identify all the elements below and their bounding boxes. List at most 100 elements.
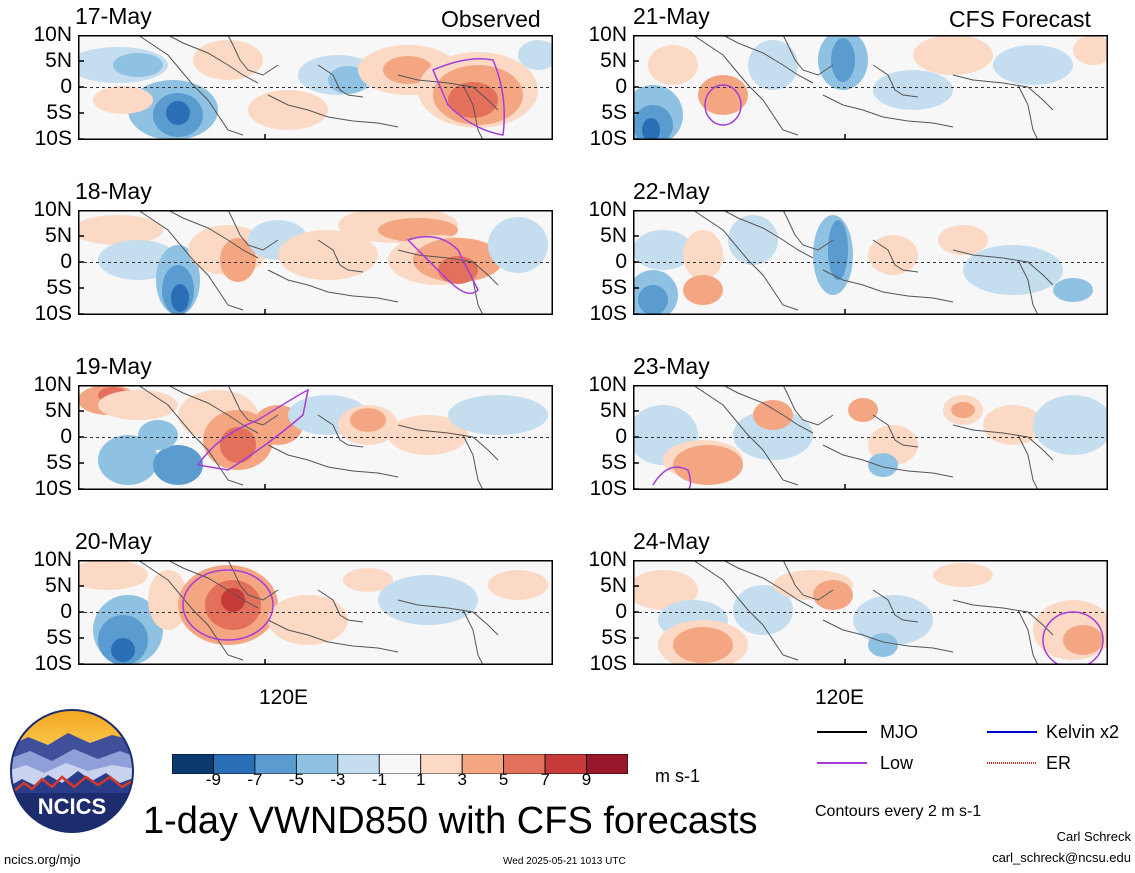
legend-kelvin: Kelvin x2 <box>1046 722 1120 742</box>
lat-label: 0 <box>60 600 72 623</box>
ncics-logo: NCICS <box>10 709 134 833</box>
anomaly-blob <box>753 400 793 430</box>
panel-date-forecast-1: 21-May <box>633 3 710 29</box>
anomaly-blob <box>633 570 698 610</box>
lat-label: 10N <box>33 373 72 396</box>
low-contour <box>406 235 479 295</box>
coastline <box>822 269 954 303</box>
lat-label: 10N <box>33 198 72 221</box>
observed-header: Observed <box>441 6 541 32</box>
lat-label: 10N <box>588 198 627 221</box>
coastline <box>952 424 1054 461</box>
lat-label: 10N <box>588 23 627 46</box>
coastline <box>462 609 484 665</box>
colorbar-segment <box>503 754 546 774</box>
anomaly-blob <box>993 45 1073 85</box>
colorbar-segment <box>544 754 587 774</box>
lat-label: 5N <box>45 49 72 72</box>
coastline <box>227 210 279 251</box>
colorbar-tick-label: 9 <box>581 770 592 789</box>
colorbar-tick-label: 3 <box>457 770 467 789</box>
anomaly-blob <box>933 563 993 587</box>
coastline <box>692 385 799 486</box>
colorbar-tick-label: -5 <box>288 770 304 789</box>
panel-date-observed-2: 18-May <box>75 178 152 204</box>
colorbar-tick-label: -1 <box>371 770 387 789</box>
logo-text: NCICS <box>38 794 106 819</box>
anomaly-blob <box>951 402 975 418</box>
lat-label: 10S <box>34 652 72 675</box>
lat-label: 5N <box>600 49 627 72</box>
colorbar-segment <box>420 754 463 774</box>
coastline <box>227 385 279 426</box>
lat-label: 10S <box>34 127 72 150</box>
lat-label: 0 <box>615 250 627 273</box>
coastline <box>397 74 499 111</box>
coastline <box>722 210 814 259</box>
lat-label: 10N <box>588 548 627 571</box>
coastline <box>872 239 919 273</box>
low-contour <box>196 388 310 471</box>
lon-label-left: 120E <box>259 686 309 709</box>
map-panel-forecast-2 <box>633 210 1108 315</box>
anomaly-blob <box>633 230 693 270</box>
lat-label: 5N <box>45 224 72 247</box>
anomaly-blob <box>698 75 748 115</box>
lat-label: 5N <box>600 574 627 597</box>
coastline <box>317 589 364 623</box>
coastline <box>822 94 954 128</box>
anomaly-blob <box>248 90 328 130</box>
anomaly-blob <box>853 595 933 645</box>
lat-label: 5S <box>46 451 72 474</box>
anomaly-blob <box>1053 278 1093 302</box>
anomaly-blob <box>963 245 1063 295</box>
anomaly-blob <box>1033 395 1108 455</box>
low-contour <box>704 84 742 126</box>
anomaly-blob <box>98 435 158 485</box>
coastline <box>952 599 1054 636</box>
coastline <box>167 210 259 259</box>
figure-title: 1-day VWND850 with CFS forecasts <box>143 800 758 842</box>
anomaly-blob <box>448 82 498 118</box>
lat-label: 10S <box>589 302 627 325</box>
anomaly-blob <box>138 420 178 450</box>
lat-label: 10S <box>589 652 627 675</box>
anomaly-blob <box>518 40 553 70</box>
lat-label: 10S <box>589 127 627 150</box>
coastline <box>782 35 834 76</box>
anomaly-blob <box>388 415 468 455</box>
coastline <box>952 249 1054 286</box>
anomaly-blob <box>913 35 993 75</box>
anomaly-blob <box>438 256 478 284</box>
coastline <box>872 414 919 448</box>
anomaly-blob <box>78 215 163 245</box>
map-panel-observed-1 <box>78 35 553 140</box>
anomaly-blob <box>488 217 548 273</box>
anomaly-blob <box>1063 625 1103 655</box>
footer-timestamp: Wed 2025-05-21 1013 UTC <box>503 856 626 867</box>
coastline <box>722 35 814 84</box>
coastline <box>1017 259 1039 315</box>
legend-low: Low <box>880 753 914 773</box>
anomaly-blob <box>383 56 433 84</box>
lat-label: 5N <box>600 224 627 247</box>
anomaly-blob <box>848 398 878 422</box>
map-panel-observed-3 <box>78 385 553 490</box>
lat-label: 0 <box>615 600 627 623</box>
map-panel-forecast-3 <box>633 385 1108 490</box>
anomaly-blob <box>78 560 148 590</box>
anomaly-blob <box>728 215 778 265</box>
lat-label: 5S <box>601 626 627 649</box>
lat-label: 0 <box>60 425 72 448</box>
anomaly-blob <box>683 230 723 280</box>
anomaly-blob <box>350 408 386 432</box>
anomaly-blob <box>873 70 953 110</box>
coastline <box>227 560 279 601</box>
anomaly-blob <box>171 284 189 312</box>
coastline <box>267 269 399 303</box>
lon-label-right: 120E <box>815 686 865 709</box>
coastline <box>167 385 259 434</box>
anomaly-blob <box>642 118 660 140</box>
coastline <box>872 589 919 623</box>
low-contour <box>652 466 692 490</box>
